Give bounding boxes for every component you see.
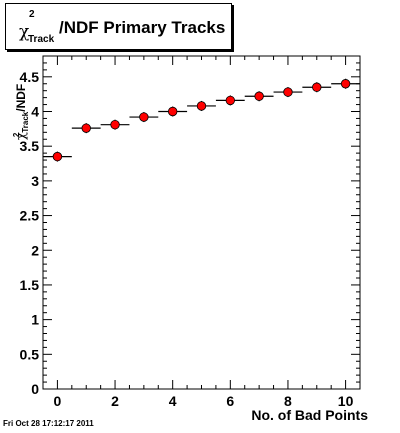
- y-tick-label: 0: [31, 381, 39, 397]
- chart-title-box: 2 χ Track /NDF Primary Tracks: [5, 3, 232, 50]
- ylabel-superscript: 2: [12, 132, 21, 138]
- chart-title: /NDF Primary Tracks: [59, 18, 226, 37]
- y-tick-label: 2: [31, 242, 39, 258]
- title-superscript: 2: [29, 9, 35, 20]
- y-tick-label: 3.5: [20, 138, 40, 154]
- y-tick-label: 3: [31, 173, 39, 189]
- data-point: [340, 79, 351, 89]
- x-tick-label: 0: [54, 393, 62, 409]
- x-tick-label: 4: [169, 393, 177, 409]
- y-axis-label: χ2Track/NDF: [12, 84, 30, 140]
- y-tick-label: 1.5: [20, 277, 40, 293]
- x-tick-label: 8: [284, 393, 292, 409]
- x-tick-label: 6: [226, 393, 234, 409]
- data-point: [139, 112, 149, 122]
- y-tick-label: 2.5: [20, 208, 40, 224]
- data-point: [196, 101, 207, 111]
- y-tick-label: 1: [31, 312, 39, 328]
- data-point: [312, 82, 322, 92]
- x-axis-ticks: 0 2 4 6 8 10: [54, 56, 354, 409]
- data-point: [283, 87, 293, 97]
- y-tick-label: 0.5: [20, 346, 40, 362]
- timestamp: Fri Oct 28 17:12:17 2011: [3, 419, 94, 428]
- ylabel-subscript: Track: [21, 111, 30, 133]
- data-point: [110, 119, 120, 130]
- data-point: [254, 91, 264, 101]
- y-tick-label: 4.5: [20, 69, 40, 85]
- data-point: [167, 106, 178, 117]
- x-axis-label: No. of Bad Points: [251, 407, 368, 423]
- data-point: [225, 95, 236, 106]
- title-subscript: Track: [28, 34, 55, 45]
- y-tick-label: 4: [31, 104, 39, 120]
- data-points: [43, 78, 360, 162]
- x-tick-label: 2: [111, 393, 119, 409]
- x-tick-label: 10: [338, 393, 354, 409]
- data-point: [52, 151, 63, 162]
- title-chi-symbol: χ: [19, 22, 30, 42]
- ylabel-text: /NDF: [14, 83, 28, 112]
- data-point: [81, 123, 91, 133]
- y-axis-ticks: 0 0.5 1 1.5 2 2.5 3 3.5 4 4.5: [20, 55, 360, 397]
